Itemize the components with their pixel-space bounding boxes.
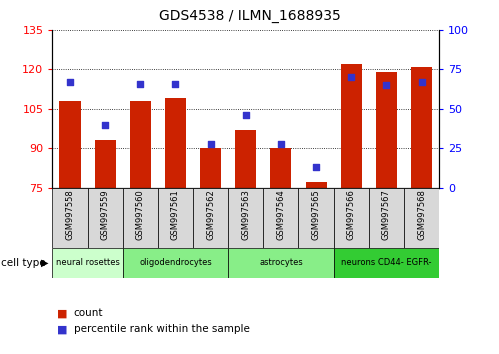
Bar [341,64,362,188]
Text: ▶: ▶ [41,258,48,268]
Bar [200,148,221,188]
Point [207,141,215,146]
Text: GSM997563: GSM997563 [241,189,250,240]
Text: GSM997567: GSM997567 [382,189,391,240]
Bar [193,188,228,248]
Bar [376,72,397,188]
Text: count: count [74,308,103,318]
Bar [305,182,327,188]
Text: GSM997564: GSM997564 [276,189,285,240]
Text: cell type: cell type [1,258,45,268]
Point [136,81,144,86]
Text: GSM997565: GSM997565 [311,189,320,240]
Point [418,79,426,85]
Bar [334,248,439,278]
Bar [123,188,158,248]
Bar [235,130,256,188]
Point [382,82,390,88]
Point [101,122,109,127]
Text: ■: ■ [57,308,68,318]
Bar [404,188,439,248]
Bar [334,188,369,248]
Text: GSM997562: GSM997562 [206,189,215,240]
Bar [95,140,116,188]
Text: neurons CD44- EGFR-: neurons CD44- EGFR- [341,258,432,267]
Bar [87,188,123,248]
Point [242,112,250,118]
Text: oligodendrocytes: oligodendrocytes [139,258,212,267]
Bar [270,148,291,188]
Text: GSM997568: GSM997568 [417,189,426,240]
Bar [59,101,80,188]
Text: GDS4538 / ILMN_1688935: GDS4538 / ILMN_1688935 [159,9,340,23]
Bar [165,98,186,188]
Point [66,79,74,85]
Bar [411,67,432,188]
Text: GSM997560: GSM997560 [136,189,145,240]
Bar [123,248,228,278]
Text: GSM997558: GSM997558 [65,189,74,240]
Point [312,164,320,170]
Point [277,141,285,146]
Text: ■: ■ [57,324,68,334]
Bar [298,188,334,248]
Text: neural rosettes: neural rosettes [55,258,119,267]
Bar [52,248,123,278]
Text: percentile rank within the sample: percentile rank within the sample [74,324,250,334]
Bar [263,188,298,248]
Bar [228,248,334,278]
Point [172,81,180,86]
Bar [228,188,263,248]
Text: GSM997559: GSM997559 [101,189,110,240]
Bar [369,188,404,248]
Text: astrocytes: astrocytes [259,258,303,267]
Text: GSM997566: GSM997566 [347,189,356,240]
Point [347,74,355,80]
Text: GSM997561: GSM997561 [171,189,180,240]
Bar [130,101,151,188]
Bar [52,188,87,248]
Bar [158,188,193,248]
